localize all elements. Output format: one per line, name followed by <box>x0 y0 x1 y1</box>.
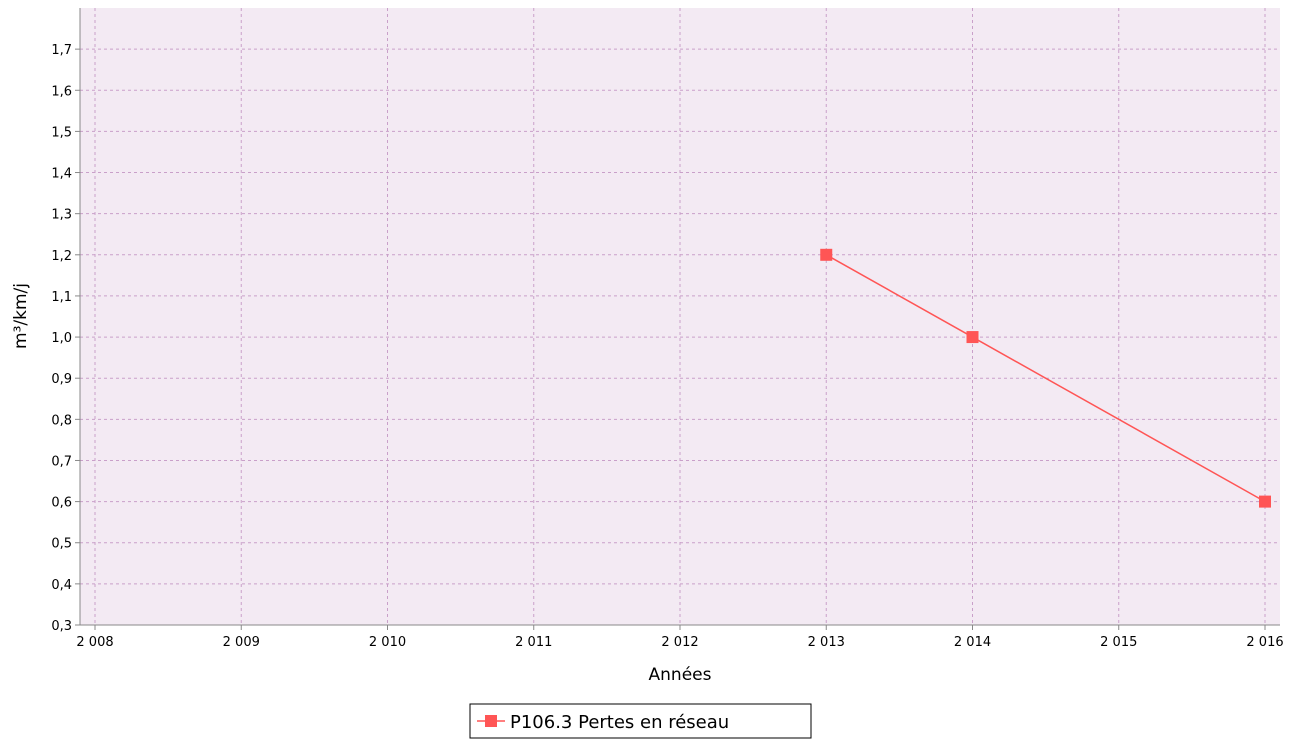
legend-label: P106.3 Pertes en réseau <box>510 712 729 733</box>
y-axis-title: m³/km/j <box>11 283 31 349</box>
legend: P106.3 Pertes en réseau <box>469 703 812 739</box>
x-tick-label: 2 010 <box>369 635 406 650</box>
x-tick-label: 2 012 <box>661 635 698 650</box>
x-tick-label: 2 008 <box>76 635 113 650</box>
data-point-marker <box>966 331 979 344</box>
y-tick-label: 0,6 <box>51 496 72 511</box>
legend-box <box>469 703 812 739</box>
x-tick-label: 2 011 <box>515 635 552 650</box>
grid-lines <box>80 8 1280 625</box>
x-tick-label: 2 014 <box>954 635 991 650</box>
y-tick-label: 0,9 <box>51 372 72 387</box>
y-tick-label: 1,7 <box>51 43 72 58</box>
x-tick-label: 2 016 <box>1246 635 1283 650</box>
legend-marker-swatch <box>485 715 497 727</box>
data-point-marker <box>820 248 833 261</box>
y-tick-label: 0,5 <box>51 537 72 552</box>
data-point-marker <box>1259 495 1271 508</box>
y-tick-label: 1,4 <box>51 167 72 182</box>
y-tick-label: 0,8 <box>51 413 72 428</box>
y-tick-label: 1,2 <box>51 249 72 264</box>
x-tick-label: 2 015 <box>1100 635 1137 650</box>
x-tick-label: 2 013 <box>808 635 845 650</box>
y-tick-label: 0,4 <box>51 578 72 593</box>
y-tick-label: 1,0 <box>51 331 72 346</box>
y-tick-label: 1,6 <box>51 84 72 99</box>
x-axis-title: Années <box>649 665 712 685</box>
axes: 2 008 2 009 2 010 2 011 2 012 2 013 2 014 2 015… <box>51 8 1284 650</box>
x-tick-label: 2 009 <box>223 635 260 650</box>
y-tick-label: 1,5 <box>51 125 72 140</box>
y-tick-label: 0,3 <box>51 619 72 634</box>
y-tick-label: 0,7 <box>51 454 72 469</box>
y-tick-label: 1,1 <box>51 290 72 305</box>
series-layer <box>820 248 1271 508</box>
y-tick-label: 1,3 <box>51 208 72 223</box>
